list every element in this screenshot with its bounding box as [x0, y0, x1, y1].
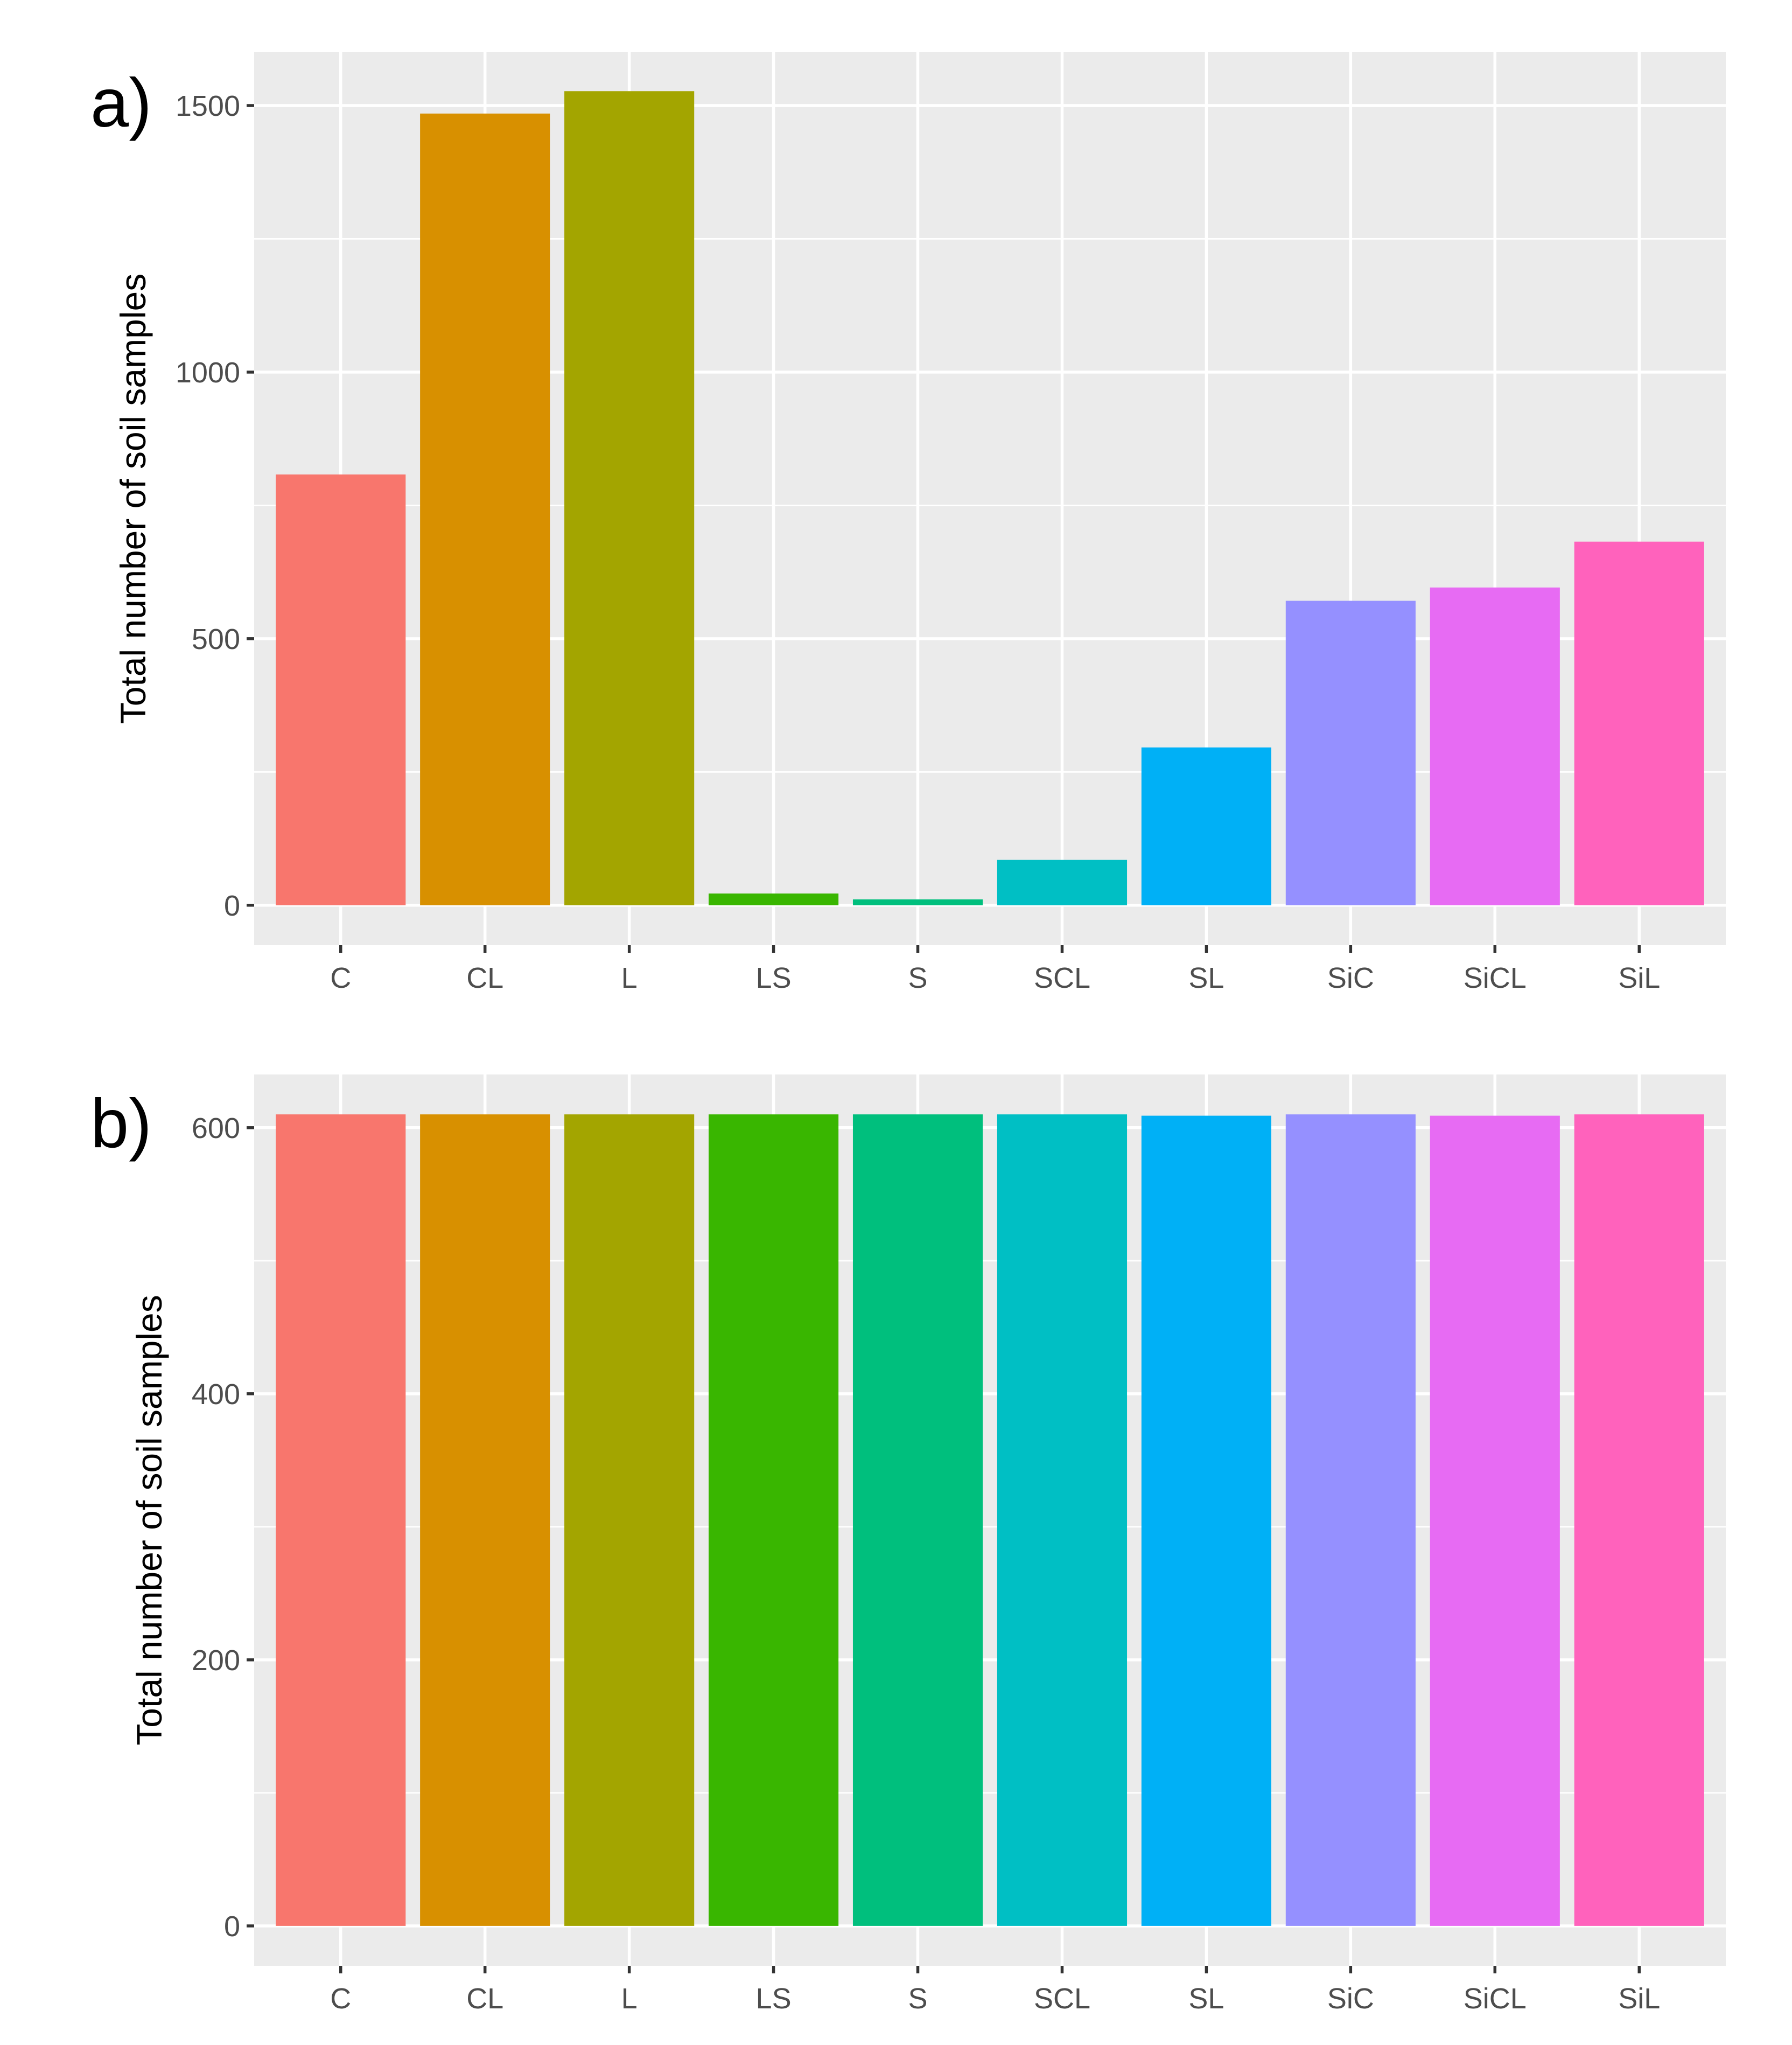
y-tick-label: 200 [192, 1644, 240, 1677]
bar-cl [420, 1114, 550, 1926]
bar-sic [1285, 1114, 1416, 1926]
y-tick-labels: 0 500 1000 1500 [176, 90, 240, 922]
bar-l [564, 91, 695, 905]
x-tick-label: C [330, 962, 351, 994]
y-tick-labels: 0 200 400 600 [192, 1112, 240, 1943]
x-tick-label: SiC [1327, 962, 1374, 994]
y-tick-label: 1500 [176, 90, 240, 122]
x-tick-label: L [621, 1983, 638, 2015]
bar-cl [420, 113, 550, 905]
bar-sil [1574, 541, 1704, 905]
x-tick-label: CL [466, 1983, 503, 2015]
y-tick-label: 500 [192, 623, 240, 655]
bar-sil [1574, 1114, 1704, 1926]
x-tick-label: LS [756, 962, 792, 994]
bar-sicl [1430, 1115, 1560, 1926]
x-tick-label: SiCL [1464, 962, 1527, 994]
chart-panel-a: 0 500 1000 1500 C CL L LS S SCL SL SiC SiCL SiL Tota… [90, 52, 1726, 994]
x-tick-label: SiL [1618, 962, 1660, 994]
y-axis-title: Total number of soil samples [129, 1295, 169, 1745]
axis-ticks [247, 1126, 1641, 1973]
y-tick-label: 0 [224, 1910, 240, 1943]
x-tick-label: CL [466, 962, 503, 994]
panel-label: b) [90, 1085, 152, 1162]
bar-sic [1285, 601, 1416, 905]
bar-ls [709, 1114, 839, 1926]
bar-scl [997, 860, 1128, 905]
x-tick-label: SiC [1327, 1983, 1374, 2015]
x-tick-labels: C CL L LS S SCL SL SiC SiCL SiL [330, 1983, 1660, 2015]
bars [276, 1114, 1704, 1926]
x-tick-label: L [621, 962, 638, 994]
bar-scl [997, 1114, 1128, 1926]
bar-sl [1141, 747, 1271, 905]
bar-sicl [1430, 587, 1560, 905]
bar-s [852, 1114, 983, 1926]
x-tick-label: SL [1188, 962, 1224, 994]
x-tick-label: S [908, 1983, 928, 2015]
y-tick-label: 400 [192, 1378, 240, 1411]
bar-ls [709, 893, 839, 905]
x-tick-label: LS [756, 1983, 792, 2015]
bar-c [276, 1114, 406, 1926]
bar-sl [1141, 1115, 1271, 1926]
x-tick-label: SiCL [1464, 1983, 1527, 2015]
bar-c [276, 474, 406, 905]
x-tick-label: C [330, 1983, 351, 2015]
y-axis-title: Total number of soil samples [113, 274, 153, 724]
x-tick-label: SCL [1034, 962, 1090, 994]
bar-s [852, 899, 983, 905]
x-tick-label: SL [1188, 1983, 1224, 2015]
x-tick-label: S [908, 962, 928, 994]
bars [276, 91, 1704, 905]
chart-panel-b: 0 200 400 600 C CL L LS S SCL SL SiC SiCL SiL Total … [90, 1074, 1726, 2015]
panel-label: a) [90, 65, 152, 142]
y-tick-label: 0 [224, 890, 240, 922]
bar-l [564, 1114, 695, 1926]
x-tick-label: SiL [1618, 1983, 1660, 2015]
x-tick-labels: C CL L LS S SCL SL SiC SiCL SiL [330, 962, 1660, 994]
x-tick-label: SCL [1034, 1983, 1090, 2015]
y-tick-label: 600 [192, 1112, 240, 1144]
axis-ticks [247, 104, 1641, 953]
y-tick-label: 1000 [176, 357, 240, 389]
